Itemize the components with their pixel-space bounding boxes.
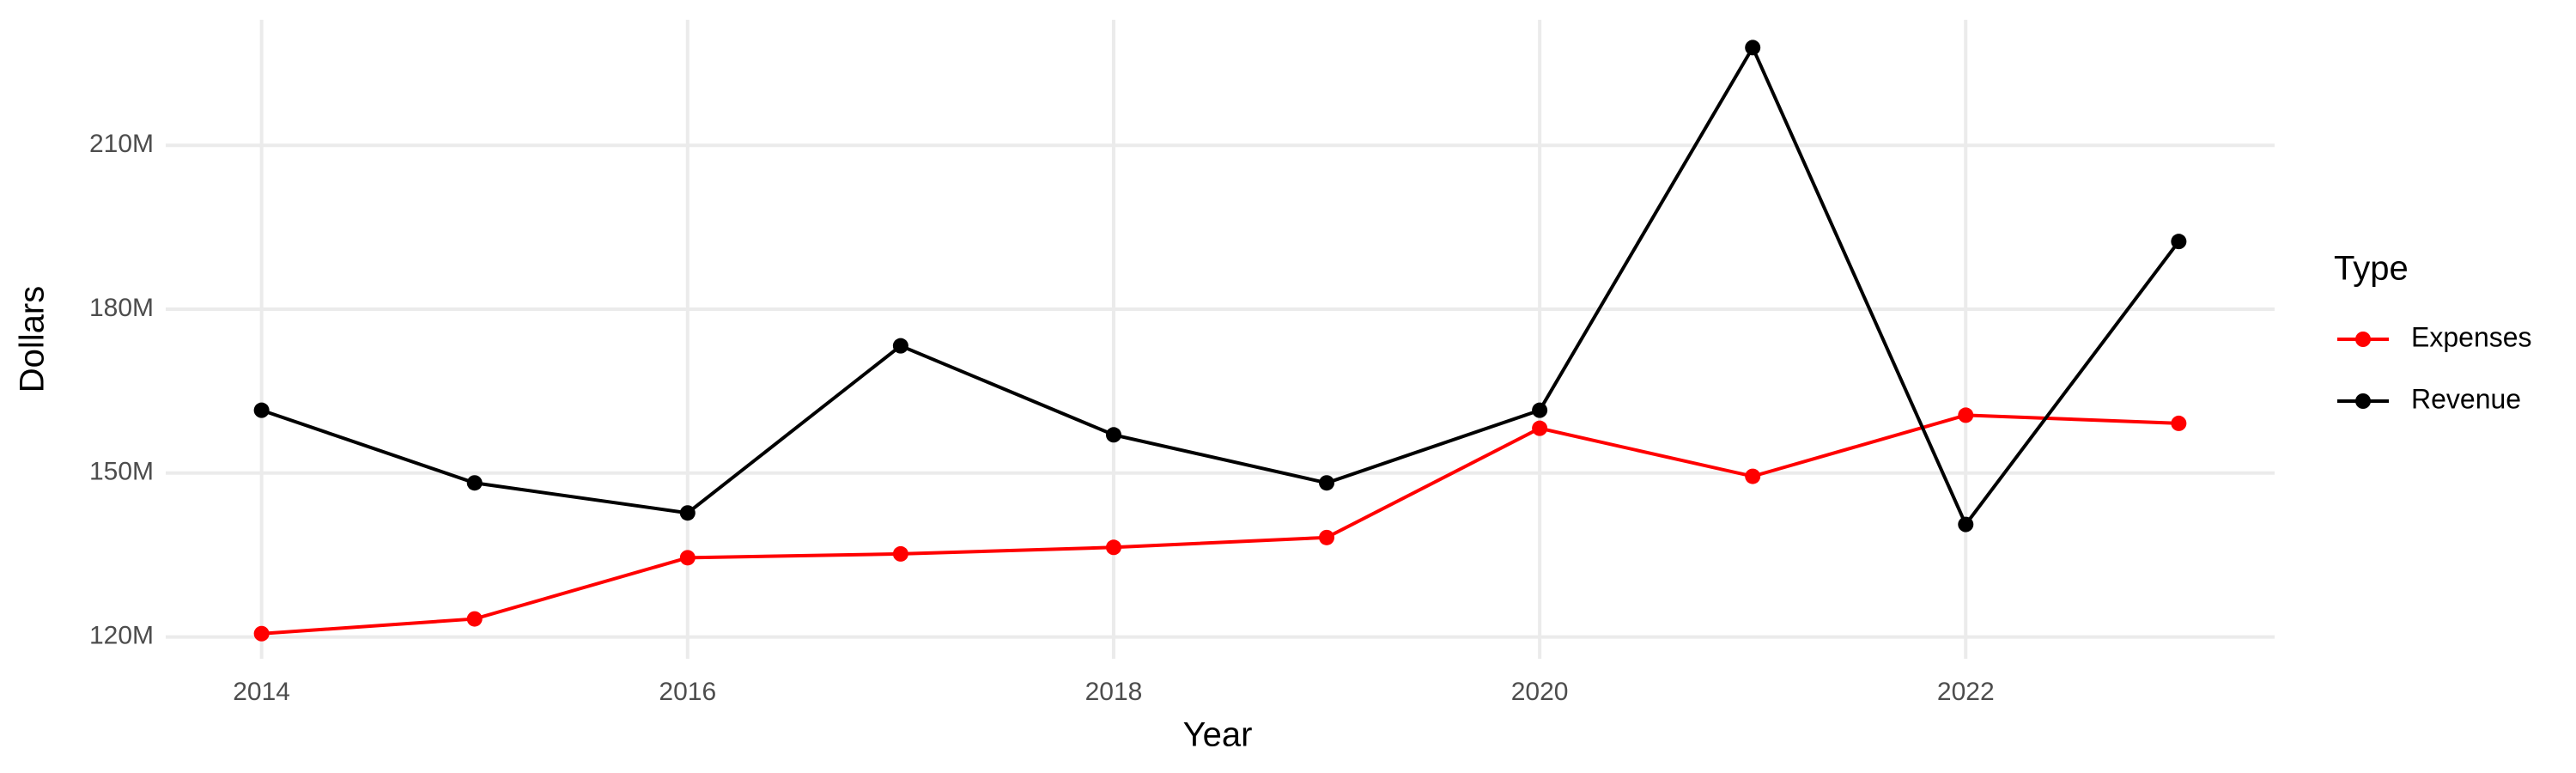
data-point	[1319, 529, 1335, 545]
data-point	[2171, 234, 2187, 250]
y-tick-label: 210M	[89, 130, 154, 158]
x-tick-label: 2018	[1085, 678, 1143, 706]
legend-label: Expenses	[2411, 321, 2532, 352]
x-tick-label: 2016	[659, 678, 716, 706]
series-line	[260, 44, 2180, 528]
data-point	[2171, 415, 2187, 431]
legend-key-point	[2355, 393, 2371, 409]
legend-title: Type	[2334, 250, 2409, 288]
x-tick-label: 2022	[1937, 678, 1995, 706]
data-point	[679, 550, 696, 566]
data-point	[1958, 407, 1974, 423]
data-point	[466, 475, 483, 491]
series-line	[261, 413, 2179, 636]
y-axis-title: Dollars	[14, 286, 52, 393]
data-point	[1958, 516, 1974, 533]
x-axis-title: Year	[1183, 716, 1253, 754]
data-point	[1105, 539, 1121, 556]
data-point	[1745, 40, 1761, 56]
y-tick-label: 180M	[89, 294, 154, 322]
data-point	[679, 505, 696, 521]
data-point	[892, 545, 908, 562]
y-tick-label: 120M	[89, 621, 154, 649]
data-point	[1745, 468, 1761, 484]
data-point	[253, 402, 270, 418]
data-point	[1319, 475, 1335, 491]
data-point	[253, 625, 270, 642]
data-point	[892, 338, 908, 354]
legend-key-point	[2355, 332, 2371, 347]
legend-label: Revenue	[2411, 383, 2521, 414]
data-point	[1532, 420, 1548, 436]
y-tick-label: 150M	[89, 458, 154, 486]
data-point	[1105, 427, 1121, 443]
x-tick-label: 2014	[233, 678, 290, 706]
data-point	[466, 611, 483, 627]
x-tick-label: 2020	[1511, 678, 1569, 706]
data-point	[1532, 402, 1548, 418]
